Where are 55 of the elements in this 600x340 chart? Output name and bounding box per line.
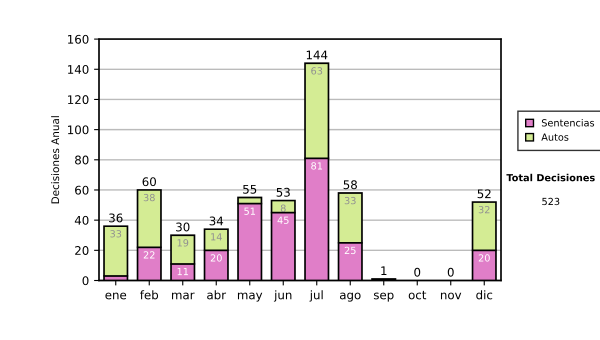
- data-label: 22: [144, 251, 154, 258]
- x-tick-label: sep: [374, 292, 394, 302]
- legend-label: Sentencias: [542, 118, 594, 127]
- total-label: 53: [276, 188, 290, 197]
- total-label: 55: [243, 184, 256, 194]
- y-tick-label: 80: [75, 156, 88, 164]
- bar: [103, 225, 128, 277]
- data-label: 33: [344, 196, 356, 204]
- y-tick-label: 40: [74, 216, 88, 225]
- y-tick-label: 160: [68, 34, 88, 44]
- data-label: 51: [244, 208, 256, 215]
- data-label: 33: [110, 230, 122, 238]
- data-label: 19: [178, 239, 188, 247]
- x-tick-label: ene: [105, 292, 126, 300]
- x-tick-label: jul: [310, 290, 323, 302]
- total-label: 36: [109, 213, 123, 222]
- text: 0: [414, 268, 420, 277]
- x-tick-label: mar: [172, 292, 195, 300]
- data-label: 63: [311, 67, 322, 75]
- y-tick-label: 140: [68, 65, 88, 74]
- data-label: 11: [178, 268, 188, 276]
- y-tick-label: 60: [75, 186, 88, 195]
- data-label: 8: [280, 204, 286, 212]
- data-label: 38: [144, 194, 155, 202]
- data-label: 81: [311, 162, 322, 170]
- x-tick-label: oct: [408, 290, 426, 300]
- total-label: 58: [344, 180, 357, 190]
- total-label: 34: [210, 216, 224, 226]
- total-label: 52: [478, 189, 491, 198]
- data-label: 14: [211, 233, 222, 240]
- y-axis-title: Decisiones Anual: [51, 116, 60, 204]
- x-tick-label: feb: [140, 290, 158, 300]
- text: 0: [448, 268, 454, 277]
- total-label: 144: [306, 50, 328, 60]
- total-label: 30: [176, 222, 190, 232]
- text: 523: [542, 198, 560, 206]
- x-tick-label: ago: [340, 292, 361, 302]
- x-tick-label: jun: [274, 290, 292, 302]
- legend-label: Autos: [541, 134, 568, 141]
- x-tick-label: dic: [476, 290, 492, 300]
- x-tick-label: nov: [440, 292, 462, 300]
- y-tick-label: 0: [82, 276, 88, 286]
- data-label: 20: [478, 254, 490, 262]
- x-tick-label: abr: [207, 290, 226, 300]
- total-label: 60: [142, 177, 156, 186]
- y-tick-label: 120: [68, 95, 88, 104]
- x-tick-label: may: [238, 292, 262, 302]
- data-label: 32: [478, 206, 490, 214]
- y-tick-label: 100: [68, 125, 88, 134]
- data-label: 45: [278, 216, 289, 224]
- total-label: 1: [381, 266, 386, 276]
- data-label: 25: [344, 246, 356, 254]
- y-tick-label: 20: [75, 246, 88, 255]
- data-label: 20: [210, 254, 222, 262]
- text: Total Decisiones: [506, 174, 595, 182]
